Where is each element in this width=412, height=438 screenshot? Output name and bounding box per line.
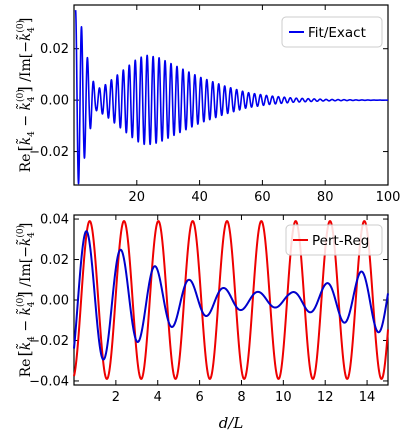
top-x-tick-label: 100: [376, 190, 401, 205]
bottom-x-tick-label: 8: [237, 390, 245, 405]
bottom-legend-box: [285, 224, 383, 256]
bottom-panel: 2 4 6 8 10 12 14 −0.04 −0.02 0.00 0.02 0.04 Pert-Re…: [15, 213, 389, 432]
top-x-tick-label: 40: [191, 190, 208, 205]
bottom-x-tick-label: 6: [195, 390, 203, 405]
bottom-legend-label: Pert-Reg: [312, 233, 369, 249]
bottom-series-line-1: [73, 230, 389, 361]
top-y-axis-label: Re[k̃4 − k̃(0)4] /Im[−k̃(0)4]: [15, 18, 37, 173]
top-legend-box: [281, 16, 383, 48]
bottom-x-axis-label: d/L: [219, 414, 244, 432]
top-x-tick-label: 20: [129, 190, 146, 205]
bottom-x-tick-label: 2: [112, 390, 120, 405]
top-legend-label: Fit/Exact: [308, 25, 366, 41]
bottom-ticks: 2 4 6 8 10 12 14 −0.04 −0.02 0.00 0.02 0.04: [29, 213, 388, 405]
svg-text:Re[k̃4 − k̃(0)4] /Im[−k̃(0)4]: Re[k̃4 − k̃(0)4] /Im[−k̃(0)4]: [15, 18, 37, 173]
bottom-x-tick-label: 12: [317, 390, 334, 405]
bottom-y-tick-label: −0.02: [29, 334, 69, 349]
top-series-fit-exact: [74, 10, 389, 185]
svg-text:Re[k̃4 − k̃(0)4] /Im[−k̃(0)4]: Re[k̃4 − k̃(0)4] /Im[−k̃(0)4]: [15, 223, 37, 378]
bottom-x-tick-label: 4: [154, 390, 162, 405]
top-series: [74, 10, 389, 185]
bottom-y-tick-label: −0.04: [29, 374, 69, 389]
top-panel: 20 40 60 80 100 −0.02 0.00 0.02 Fit/Exact Re[k̃…: [15, 4, 400, 205]
bottom-x-tick-label: 10: [275, 390, 292, 405]
bottom-x-tick-label: 14: [359, 390, 376, 405]
top-x-tick-label: 80: [317, 190, 334, 205]
bottom-y-tick-label: 0.02: [40, 253, 69, 268]
top-y-tick-label: 0.02: [40, 42, 69, 57]
top-plot-frame: [73, 4, 389, 186]
bottom-series: [73, 220, 389, 380]
top-legend: Fit/Exact: [281, 16, 383, 48]
bottom-series-pert-reg: [73, 220, 389, 380]
top-ticks: 20 40 60 80 100 −0.02 0.00 0.02: [29, 5, 400, 205]
bottom-y-tick-label: 0.00: [40, 294, 69, 309]
bottom-y-tick-label: 0.04: [40, 213, 69, 228]
bottom-y-axis-label: Re[k̃4 − k̃(0)4] /Im[−k̃(0)4]: [15, 223, 37, 378]
top-y-tick-label: 0.00: [40, 94, 69, 109]
top-x-tick-label: 60: [254, 190, 271, 205]
top-y-tick-label: −0.02: [29, 145, 69, 160]
bottom-legend: Pert-Reg: [285, 224, 383, 256]
